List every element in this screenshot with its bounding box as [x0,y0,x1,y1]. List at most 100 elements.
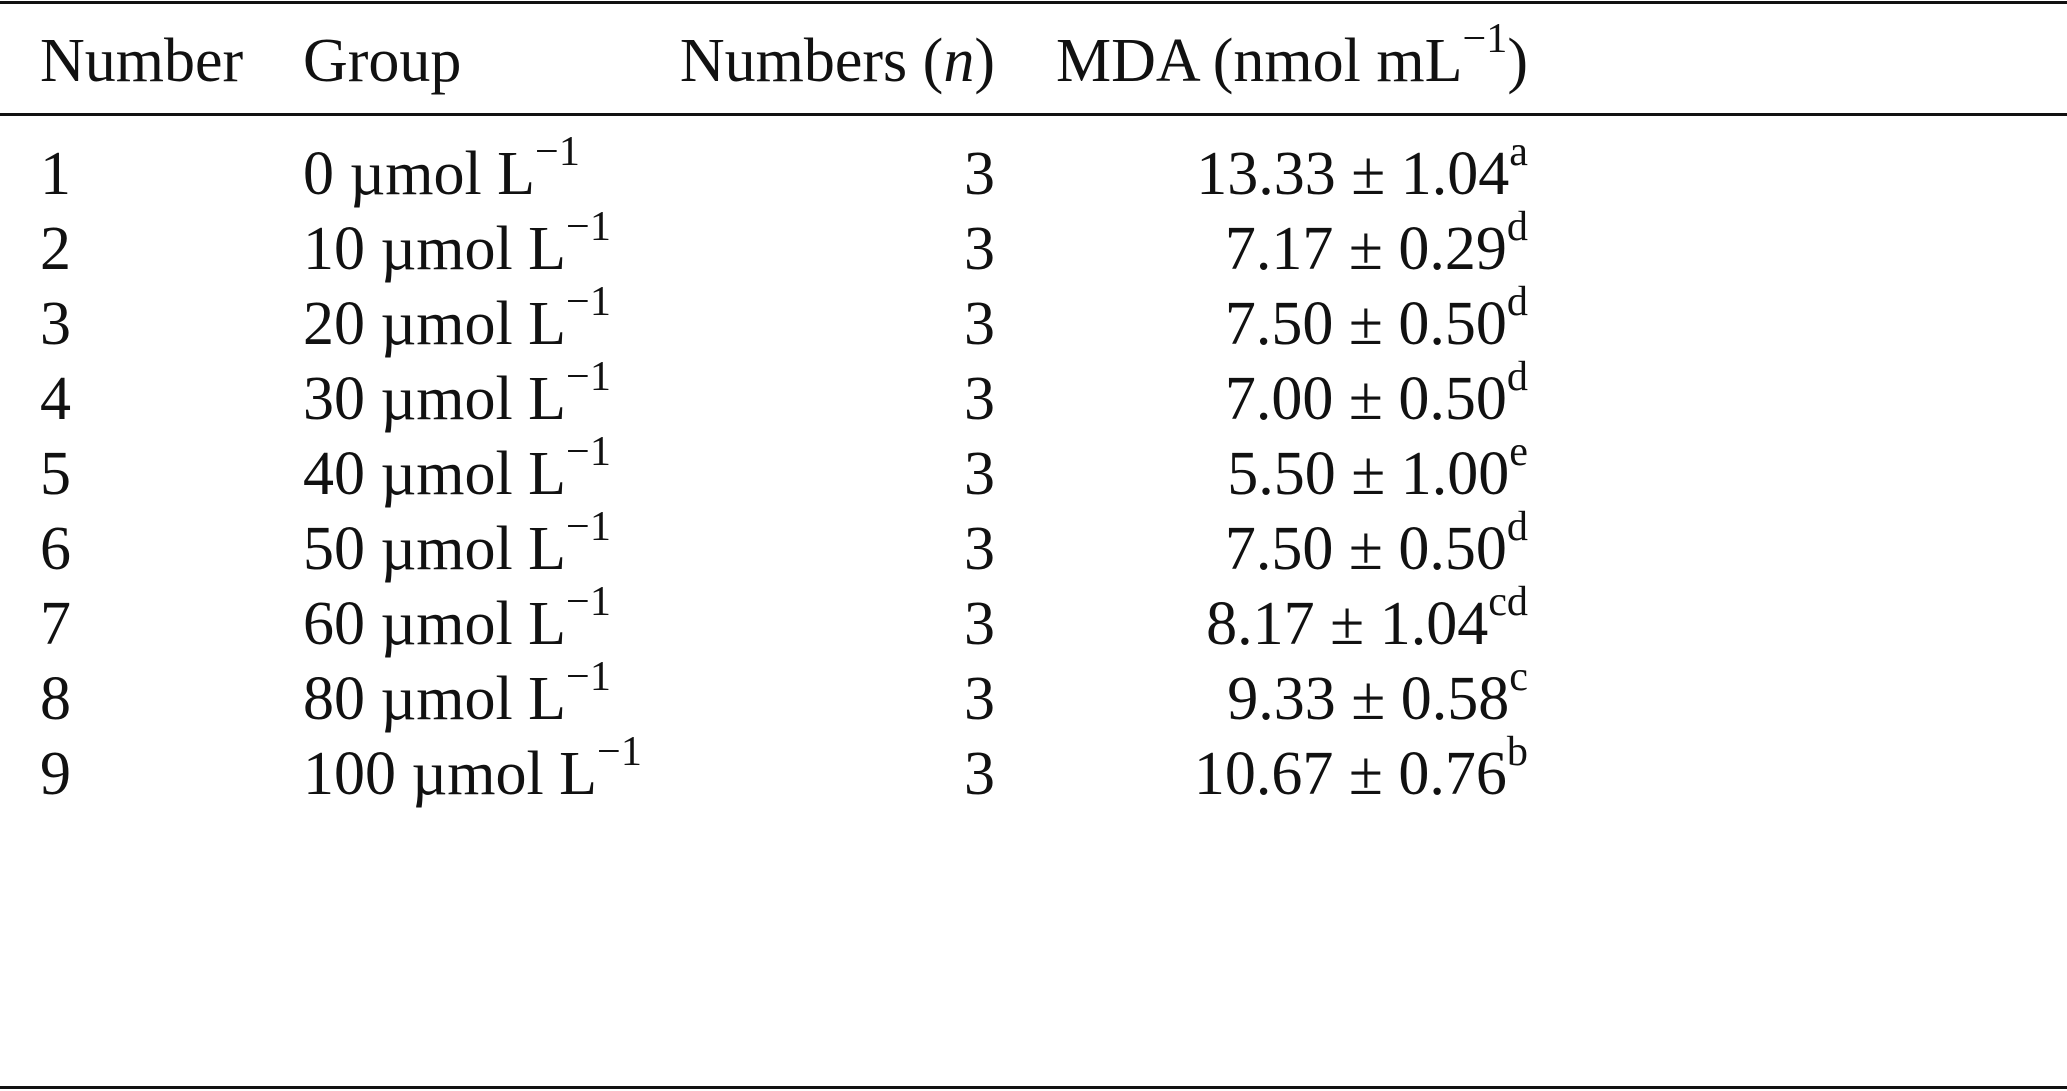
group-superscript: −1 [566,277,611,325]
number-cell: 3 [40,293,71,355]
group-text: 40 µmol L [303,440,567,508]
number-cell: 7 [40,593,71,655]
number-text: 4 [40,365,71,433]
mda-superscript: c [1509,652,1528,700]
header-italic: n [943,27,975,95]
mda-superscript: b [1506,727,1528,775]
group-superscript: −1 [535,127,580,175]
header-text: Numbers ( [679,27,944,95]
mda-text: 7.50 ± 0.50 [1224,515,1507,583]
number-text: 2 [40,215,71,283]
group-superscript: −1 [566,202,611,250]
group-cell: 100 µmol L−1 [303,730,642,808]
group-cell: 80 µmol L−1 [303,655,611,733]
group-cell: 30 µmol L−1 [303,355,611,433]
group-superscript: −1 [566,427,611,475]
mda-cell: 8.17 ± 1.04cd [1206,580,1528,658]
mda-superscript: d [1506,277,1528,325]
group-cell: 0 µmol L−1 [303,130,580,208]
number-text: 7 [40,590,71,658]
mda-text: 7.17 ± 0.29 [1224,215,1507,283]
mda-text: 8.17 ± 1.04 [1206,590,1489,658]
n-cell: 3 [964,293,995,355]
group-cell: 50 µmol L−1 [303,505,611,580]
mda-cell: 7.00 ± 0.50d [1224,355,1528,433]
header-text: ) [974,27,995,95]
mda-cell: 13.33 ± 1.04a [1196,130,1528,205]
number-cell: 6 [40,518,71,580]
n-cell: 3 [964,368,995,430]
group-text: 80 µmol L [303,665,567,733]
group-text: 100 µmol L [303,740,598,808]
n-text: 3 [964,740,995,808]
number-text: 6 [40,515,71,583]
group-superscript: −1 [566,502,611,550]
group-text: 30 µmol L [303,365,567,433]
mda-superscript: d [1506,202,1528,250]
n-cell: 3 [964,218,995,280]
n-text: 3 [964,215,995,283]
mda-text: 5.50 ± 1.00 [1227,440,1510,508]
group-superscript: −1 [566,352,611,400]
group-superscript: −1 [566,577,611,625]
group-superscript: −1 [566,652,611,700]
number-cell: 1 [40,143,71,205]
n-cell: 3 [964,443,995,505]
n-text: 3 [964,440,995,508]
number-text: 8 [40,665,71,733]
number-text: 3 [40,290,71,358]
group-text: 0 µmol L [303,140,536,208]
mda-superscript: d [1506,352,1528,400]
mda-text: 10.67 ± 0.76 [1193,740,1507,808]
header-cell: Group [303,30,461,92]
top-rule [0,1,2067,4]
header-text: ) [1507,27,1528,95]
number-cell: 9 [40,743,71,805]
mda-superscript: cd [1488,577,1528,625]
n-cell: 3 [964,668,995,730]
header-text: MDA (nmol mL [1056,27,1463,95]
number-text: 1 [40,140,71,208]
mda-cell: 7.50 ± 0.50d [1224,505,1528,583]
group-superscript: −1 [597,727,642,775]
n-cell: 3 [964,143,995,205]
group-text: 60 µmol L [303,590,567,658]
group-cell: 60 µmol L−1 [303,580,611,658]
mda-text: 7.00 ± 0.50 [1224,365,1507,433]
header-rule [0,113,2067,116]
n-text: 3 [964,365,995,433]
header-cell: Number [40,30,243,92]
n-text: 3 [964,665,995,733]
n-text: 3 [964,290,995,358]
n-text: 3 [964,140,995,208]
number-cell: 2 [40,218,71,280]
header-cell: MDA (nmol mL−1) [1056,17,1528,95]
n-cell: 3 [964,743,995,805]
number-cell: 8 [40,668,71,730]
number-text: 5 [40,440,71,508]
header-text: Number [40,27,244,95]
header-text: Group [303,27,462,95]
group-cell: 40 µmol L−1 [303,430,611,508]
mda-superscript: d [1506,502,1528,550]
mda-cell: 7.50 ± 0.50d [1225,280,1528,355]
n-text: 3 [964,590,995,658]
mda-cell: 9.33 ± 0.58c [1227,655,1528,730]
mda-cell: 5.50 ± 1.00e [1227,430,1528,508]
mda-superscript: a [1509,127,1528,175]
mda-cell: 10.67 ± 0.76b [1193,730,1528,808]
mda-superscript: e [1509,427,1528,475]
mda-cell: 7.17 ± 0.29d [1224,205,1528,283]
group-text: 10 µmol L [303,215,567,283]
number-cell: 5 [40,443,71,505]
n-text: 3 [964,515,995,583]
bottom-rule [0,1086,2067,1089]
group-cell: 10 µmol L−1 [303,205,611,283]
number-cell: 4 [40,368,71,430]
n-cell: 3 [964,593,995,655]
header-cell: Numbers (n) [680,30,995,92]
group-cell: 20 µmol L−1 [303,280,611,358]
group-text: 20 µmol L [303,290,567,358]
n-cell: 3 [964,518,995,580]
